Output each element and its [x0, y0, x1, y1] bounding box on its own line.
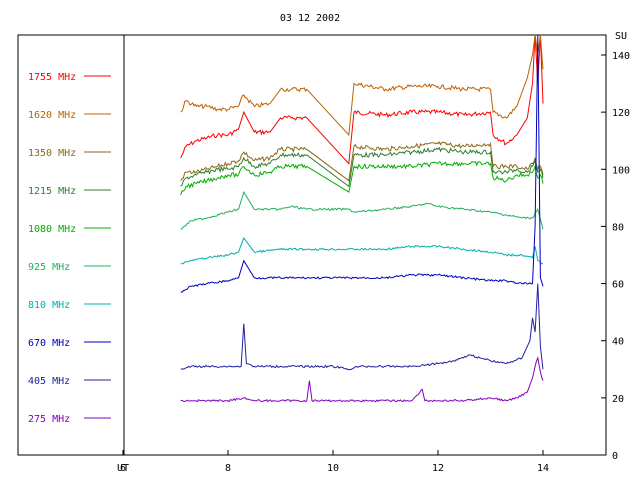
series-line: [180, 190, 544, 230]
y-tick-label: 40: [612, 337, 624, 348]
series-line: [180, 356, 544, 403]
legend-label: 1350 MHz: [28, 148, 76, 159]
x-axis-label: UT: [117, 463, 129, 474]
series-lines: [180, 34, 544, 403]
plot-area-frame: [17, 34, 607, 456]
y-tick-label: 80: [612, 222, 624, 233]
y-tick-label: 120: [612, 108, 630, 119]
x-tick-label: 6: [120, 463, 126, 474]
legend-label: 810 MHz: [28, 300, 70, 311]
series-line: [180, 236, 544, 265]
legend: 1755 MHz 1620 MHz 1350 MHz 1215 MHz 1080 MHz…: [28, 72, 111, 425]
y-axis-label: SU: [615, 31, 627, 42]
legend-label: 405 MHz: [28, 376, 70, 387]
series-line: [180, 283, 544, 371]
x-tick-label: 12: [432, 463, 444, 474]
chart-title: 03 12 2002: [280, 13, 340, 24]
legend-label: 1620 MHz: [28, 110, 76, 121]
series-line: [180, 141, 544, 182]
y-tick-label: 140: [612, 51, 630, 62]
legend-label: 275 MHz: [28, 414, 70, 425]
series-line: [180, 34, 544, 137]
y-tick-label: 0: [612, 451, 618, 462]
x-tick-label: 8: [225, 463, 231, 474]
legend-label: 670 MHz: [28, 338, 70, 349]
series-line: [180, 146, 544, 188]
x-axis: UT 6 8 10 12 14: [117, 450, 549, 474]
y-tick-label: 60: [612, 280, 624, 291]
series-line: [180, 160, 544, 196]
y-tick-label: 20: [612, 394, 624, 405]
legend-label: 1755 MHz: [28, 72, 76, 83]
legend-label: 1080 MHz: [28, 224, 76, 235]
y-axis: SU 0 20 40 60 80 100 120 140: [601, 31, 630, 462]
x-tick-label: 14: [537, 463, 549, 474]
legend-label: 1215 MHz: [28, 186, 76, 197]
x-tick-label: 10: [327, 463, 339, 474]
legend-label: 925 MHz: [28, 262, 70, 273]
series-line: [180, 34, 544, 165]
y-tick-label: 100: [612, 165, 630, 176]
series-line: [180, 34, 544, 293]
